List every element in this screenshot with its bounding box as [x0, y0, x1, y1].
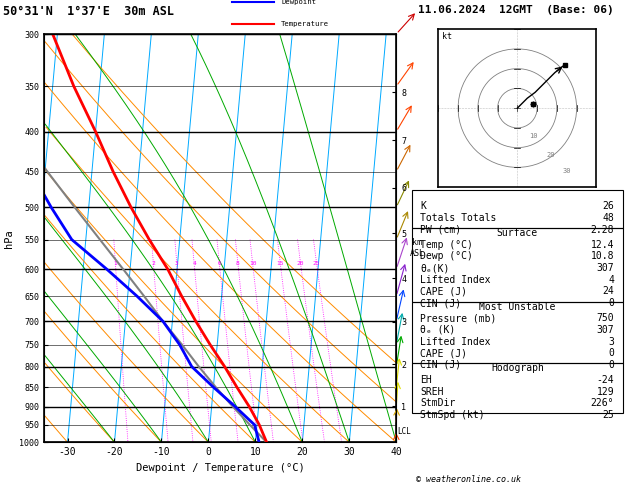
- Y-axis label: km
ASL: km ASL: [409, 238, 425, 258]
- Text: 2.28: 2.28: [591, 225, 615, 235]
- Text: EH: EH: [420, 375, 432, 385]
- Text: Surface: Surface: [497, 228, 538, 238]
- Text: θₑ(K): θₑ(K): [420, 263, 450, 273]
- Text: 20: 20: [547, 153, 555, 158]
- Text: 25: 25: [313, 261, 320, 266]
- Text: Pressure (mb): Pressure (mb): [420, 313, 497, 323]
- Text: 48: 48: [603, 213, 615, 223]
- Text: 10: 10: [529, 133, 537, 139]
- Text: 0: 0: [608, 298, 615, 308]
- X-axis label: Dewpoint / Temperature (°C): Dewpoint / Temperature (°C): [136, 463, 304, 473]
- Text: CIN (J): CIN (J): [420, 298, 462, 308]
- Text: © weatheronline.co.uk: © weatheronline.co.uk: [416, 474, 521, 484]
- Text: 10.8: 10.8: [591, 251, 615, 261]
- Text: 30: 30: [562, 168, 571, 174]
- Text: Temp (°C): Temp (°C): [420, 240, 473, 250]
- Text: 20: 20: [297, 261, 304, 266]
- Text: kt: kt: [442, 32, 452, 41]
- Text: 4: 4: [608, 275, 615, 285]
- Text: K: K: [420, 201, 426, 211]
- Text: 11.06.2024  12GMT  (Base: 06): 11.06.2024 12GMT (Base: 06): [418, 5, 614, 15]
- Text: 4: 4: [192, 261, 196, 266]
- Text: 25: 25: [603, 410, 615, 420]
- Text: Hodograph: Hodograph: [491, 364, 544, 373]
- Text: Totals Totals: Totals Totals: [420, 213, 497, 223]
- Text: 3: 3: [175, 261, 179, 266]
- Text: θₑ (K): θₑ (K): [420, 325, 455, 335]
- Text: StmDir: StmDir: [420, 399, 455, 408]
- Text: 3: 3: [608, 336, 615, 347]
- Text: 26: 26: [603, 201, 615, 211]
- Text: Temperature: Temperature: [281, 21, 330, 27]
- Text: Lifted Index: Lifted Index: [420, 275, 491, 285]
- Text: 129: 129: [597, 387, 615, 397]
- Text: 0: 0: [608, 348, 615, 358]
- Text: CIN (J): CIN (J): [420, 360, 462, 370]
- Text: 307: 307: [597, 325, 615, 335]
- Text: PW (cm): PW (cm): [420, 225, 462, 235]
- Text: 307: 307: [597, 263, 615, 273]
- Text: StmSpd (kt): StmSpd (kt): [420, 410, 485, 420]
- Text: 6: 6: [218, 261, 221, 266]
- Text: 0: 0: [608, 360, 615, 370]
- Text: 12.4: 12.4: [591, 240, 615, 250]
- Y-axis label: hPa: hPa: [4, 229, 14, 247]
- Text: CAPE (J): CAPE (J): [420, 286, 467, 296]
- Text: LCL: LCL: [398, 427, 411, 436]
- Text: 15: 15: [277, 261, 284, 266]
- Text: CAPE (J): CAPE (J): [420, 348, 467, 358]
- Text: -24: -24: [597, 375, 615, 385]
- Text: 2: 2: [152, 261, 155, 266]
- Text: 10: 10: [249, 261, 257, 266]
- Text: Dewpoint: Dewpoint: [281, 0, 316, 5]
- Text: 24: 24: [603, 286, 615, 296]
- Text: Dewp (°C): Dewp (°C): [420, 251, 473, 261]
- Text: 8: 8: [236, 261, 240, 266]
- Text: 226°: 226°: [591, 399, 615, 408]
- Text: SREH: SREH: [420, 387, 444, 397]
- Text: 750: 750: [597, 313, 615, 323]
- Text: 1: 1: [113, 261, 117, 266]
- Text: 50°31'N  1°37'E  30m ASL: 50°31'N 1°37'E 30m ASL: [3, 5, 174, 18]
- Text: Lifted Index: Lifted Index: [420, 336, 491, 347]
- Text: Most Unstable: Most Unstable: [479, 301, 555, 312]
